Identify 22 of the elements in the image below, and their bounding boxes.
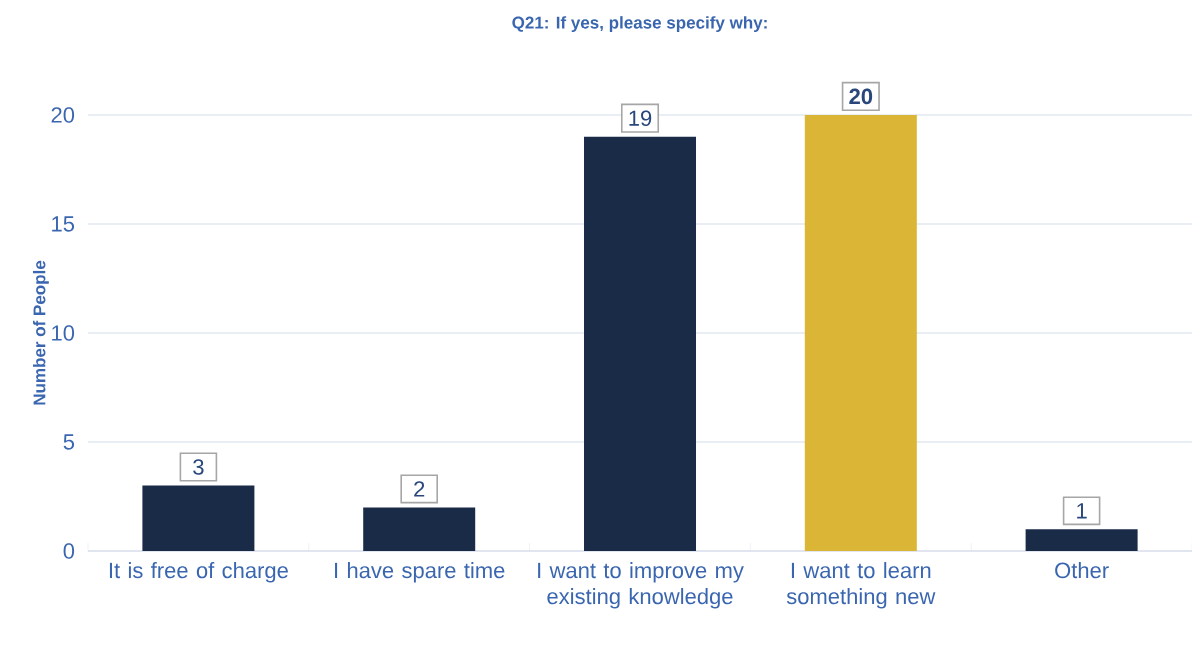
y-tick-label: 20 bbox=[51, 107, 75, 123]
data-label: 19 bbox=[629, 110, 652, 126]
x-tick-label: It is free of charge bbox=[109, 562, 288, 583]
y-tick-label: 5 bbox=[63, 434, 75, 450]
bar bbox=[1025, 529, 1138, 551]
bar bbox=[142, 485, 255, 551]
x-tick-label: Other bbox=[1055, 562, 1109, 579]
y-axis-title: Number of People bbox=[32, 260, 49, 405]
x-tick-label: I want to learn something new bbox=[786, 562, 936, 609]
data-label: 2 bbox=[414, 481, 425, 497]
y-tick-label: 15 bbox=[52, 216, 75, 232]
y-tick-label: 10 bbox=[52, 325, 75, 341]
x-tick-label: I have spare time bbox=[335, 562, 505, 583]
chart-title: Q21: If yes, please specify why: bbox=[512, 16, 767, 32]
bar bbox=[363, 507, 476, 551]
data-label: 3 bbox=[193, 459, 204, 475]
data-label: 1 bbox=[1077, 503, 1087, 519]
data-label: 20 bbox=[849, 88, 873, 105]
y-tick-label: 0 bbox=[63, 543, 75, 559]
x-tick-label: I want to improve my existing knowledge bbox=[538, 562, 744, 609]
bar bbox=[804, 114, 917, 551]
bar bbox=[584, 136, 697, 551]
